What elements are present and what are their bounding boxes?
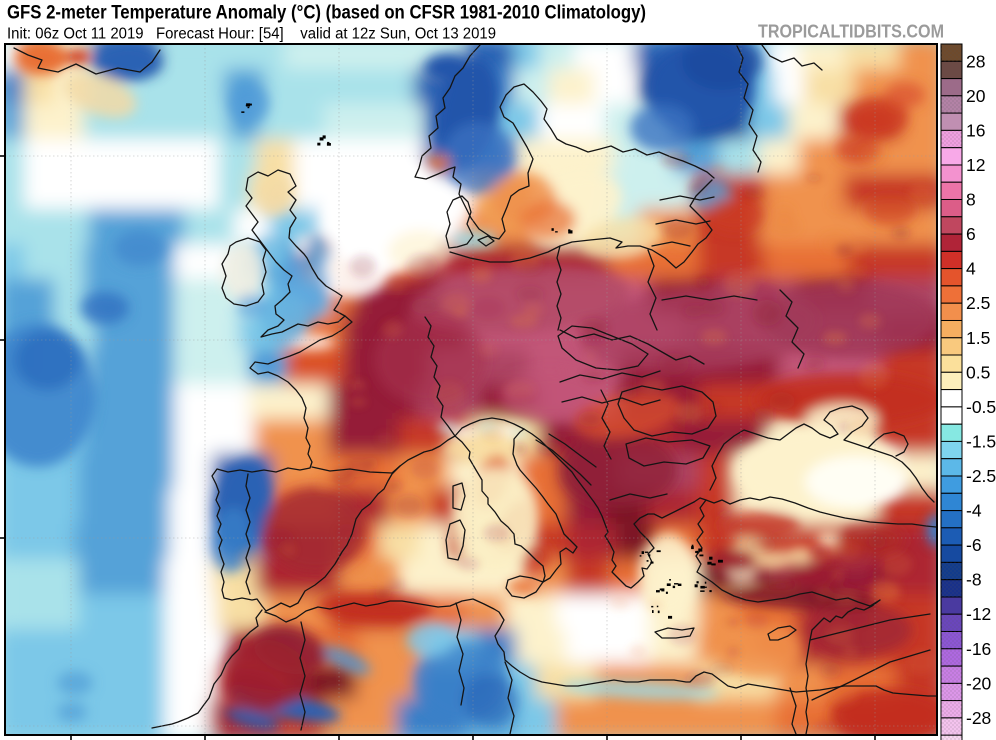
svg-text:Init: 06z Oct 11 2019 Foreca: Init: 06z Oct 11 2019 Forecast Hour: [54…	[7, 26, 496, 43]
svg-text:-0.5: -0.5	[966, 397, 996, 417]
svg-text:GFS 2-meter Temperature Anomal: GFS 2-meter Temperature Anomaly (°C) (ba…	[7, 3, 646, 24]
svg-text:TROPICALTIDBITS.COM: TROPICALTIDBITS.COM	[758, 21, 944, 42]
svg-text:-6: -6	[966, 535, 982, 555]
svg-text:0.5: 0.5	[966, 362, 990, 382]
svg-text:-16: -16	[966, 639, 991, 659]
svg-text:1.5: 1.5	[966, 328, 990, 348]
svg-text:-28: -28	[966, 708, 991, 728]
svg-text:-20: -20	[966, 673, 992, 693]
svg-text:-12: -12	[966, 604, 991, 624]
svg-text:-4: -4	[966, 501, 982, 521]
svg-text:12: 12	[966, 155, 985, 175]
svg-text:2.5: 2.5	[966, 293, 990, 313]
svg-text:28: 28	[966, 51, 985, 71]
svg-text:-1.5: -1.5	[966, 431, 996, 451]
svg-text:20: 20	[966, 86, 986, 106]
svg-text:6: 6	[966, 224, 976, 244]
svg-text:8: 8	[966, 190, 976, 210]
svg-text:4: 4	[966, 259, 976, 279]
svg-text:-2.5: -2.5	[966, 466, 996, 486]
svg-text:-8: -8	[966, 570, 982, 590]
svg-text:16: 16	[966, 120, 985, 140]
